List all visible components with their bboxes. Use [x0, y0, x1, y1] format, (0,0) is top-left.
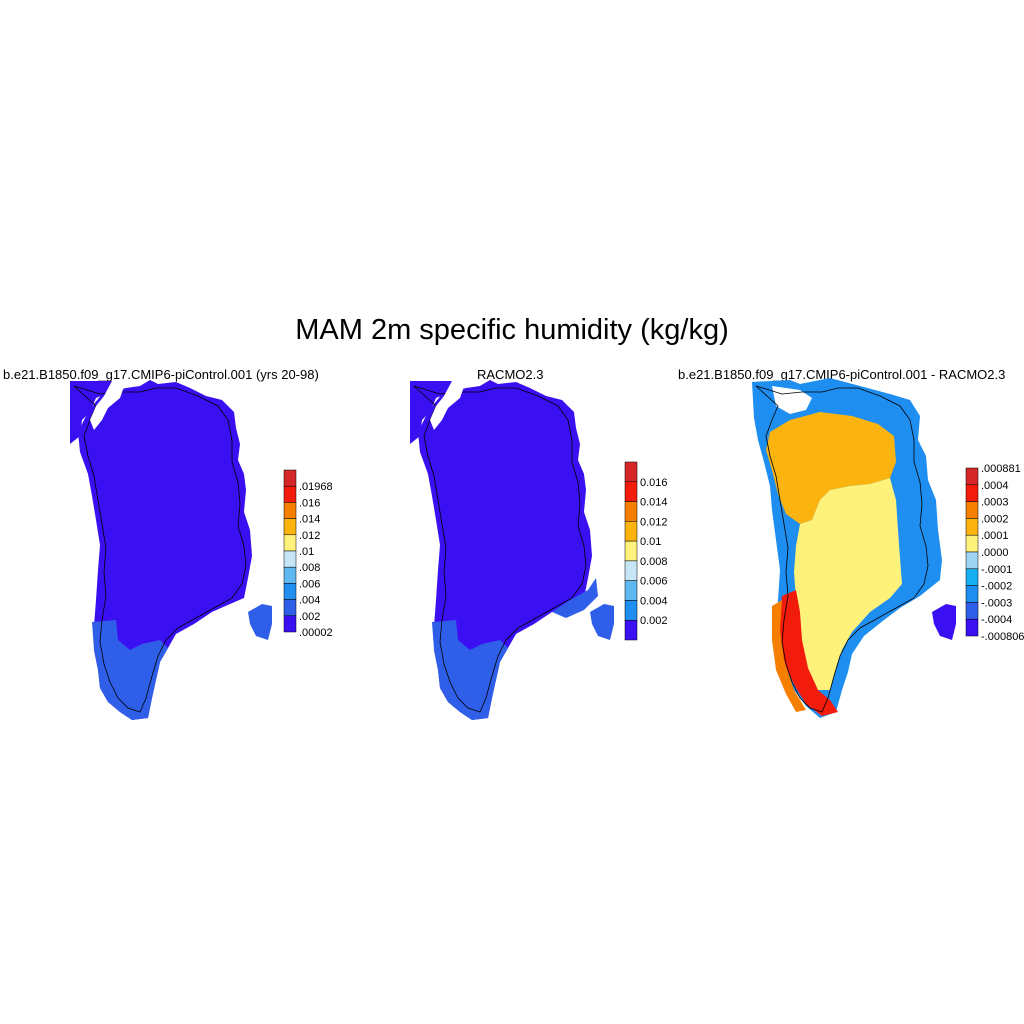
colorbar-label: 0.012: [640, 516, 668, 528]
colorbar-label: .016: [299, 497, 320, 509]
panel-3-north-anomaly: [766, 412, 896, 524]
colorbar-swatch: [624, 600, 638, 621]
colorbar-swatch: [965, 534, 979, 553]
colorbar-swatch: [965, 602, 979, 620]
panel-2-coastal-southwest: [432, 620, 508, 720]
colorbar-label: .01: [299, 546, 314, 558]
colorbar-swatch: [283, 534, 297, 552]
colorbar-swatch: [283, 599, 297, 617]
colorbar-swatch: [624, 619, 638, 641]
colorbar-label: 0.01: [640, 536, 661, 548]
panel-3-colorbar: .000881 .0004 .0003 .0002 .0001 .0000 -.0001 -.…: [965, 463, 1024, 643]
colorbar-label: .002: [299, 611, 320, 623]
colorbar-label: -.0004: [981, 614, 1012, 626]
colorbar-swatch: [283, 550, 297, 568]
panel-2-east-island: [590, 604, 614, 640]
colorbar-label: -.0001: [981, 564, 1012, 576]
panel-3-west-warm: [778, 590, 838, 716]
colorbar-swatch: [624, 560, 638, 581]
colorbar-label: -.000806: [981, 631, 1024, 643]
panel-2-map: [410, 380, 614, 720]
panel-1-map: [70, 380, 272, 720]
panel-1-colorbar: .01968 .016 .014 .012 .01 .008 .006 .004 .002 .00…: [283, 469, 333, 639]
colorbar-swatch: [624, 521, 638, 542]
colorbar-swatch: [624, 461, 638, 483]
panel-2-title: RACMO2.3: [477, 367, 544, 382]
colorbar-label: .006: [299, 578, 320, 590]
colorbar-swatch: [283, 502, 297, 519]
colorbar-swatch: [965, 585, 979, 603]
colorbar-label: .008: [299, 562, 320, 574]
panel-2-coastline: [413, 385, 587, 713]
colorbar-label: 0.002: [640, 615, 668, 627]
colorbar-label: .0002: [981, 513, 1009, 525]
panel-3-west-orange: [772, 600, 806, 712]
colorbar-swatch: [283, 518, 297, 536]
panel-1-coastline: [73, 385, 247, 713]
colorbar-swatch: [965, 467, 979, 486]
colorbar-label: .00002: [299, 627, 333, 639]
colorbar-label: 0.006: [640, 576, 668, 588]
colorbar-label: 0.004: [640, 595, 668, 607]
panel-3-east-island: [932, 604, 956, 640]
colorbar-label: 0.014: [640, 497, 668, 509]
colorbar-label: .0000: [981, 547, 1009, 559]
panel-3-north-white: [772, 386, 812, 414]
colorbar-swatch: [965, 551, 979, 570]
panel-3-coastline: [755, 385, 929, 713]
colorbar-label: -.0003: [981, 597, 1012, 609]
panel-1-title: b.e21.B1850.f09_g17.CMIP6-piControl.001 …: [3, 367, 319, 382]
colorbar-label: .014: [299, 514, 320, 526]
panel-2-greenland-fill: [418, 380, 592, 720]
colorbar-label: -.0002: [981, 581, 1012, 593]
panel-3-interior-anomaly: [794, 478, 902, 690]
panel-3-title: b.e21.B1850.f09_g17.CMIP6-piControl.001 …: [678, 367, 1006, 382]
panel-1-white-inlet: [90, 381, 126, 430]
colorbar-label: .0001: [981, 530, 1009, 542]
panel-3-map: [752, 378, 956, 718]
colorbar-label: .0004: [981, 480, 1009, 492]
colorbar-swatch: [283, 485, 297, 503]
colorbar-swatch: [283, 566, 297, 584]
colorbar-swatch: [624, 580, 638, 601]
colorbar-label: .012: [299, 530, 320, 542]
colorbar-label: .004: [299, 595, 320, 607]
colorbar-swatch: [965, 618, 979, 637]
colorbar-label: .0003: [981, 497, 1009, 509]
colorbar-swatch: [965, 568, 979, 586]
colorbar-label: 0.008: [640, 556, 668, 568]
colorbar-swatch: [965, 518, 979, 536]
panel-1-coastal-southwest: [92, 620, 168, 720]
colorbar-label: .000881: [981, 463, 1021, 475]
colorbar-swatch: [965, 484, 979, 502]
colorbar-swatch: [624, 481, 638, 502]
colorbar-swatch: [283, 615, 297, 633]
colorbar-label: 0.016: [640, 477, 668, 489]
panel-1-greenland-fill: [78, 380, 252, 720]
panel-2-coastal-southeast: [552, 578, 598, 618]
figure-title: MAM 2m specific humidity (kg/kg): [295, 314, 729, 346]
panel-1-east-island: [248, 604, 272, 640]
colorbar-swatch: [283, 583, 297, 600]
panel-2-white-inlet: [430, 381, 466, 430]
panel-2-colorbar: 0.016 0.014 0.012 0.01 0.008 0.006 0.004 0.002: [624, 461, 668, 641]
colorbar-label: .01968: [299, 481, 333, 493]
colorbar-swatch: [624, 540, 638, 562]
colorbar-swatch: [624, 501, 638, 522]
colorbar-swatch: [283, 469, 297, 487]
colorbar-swatch: [965, 501, 979, 519]
